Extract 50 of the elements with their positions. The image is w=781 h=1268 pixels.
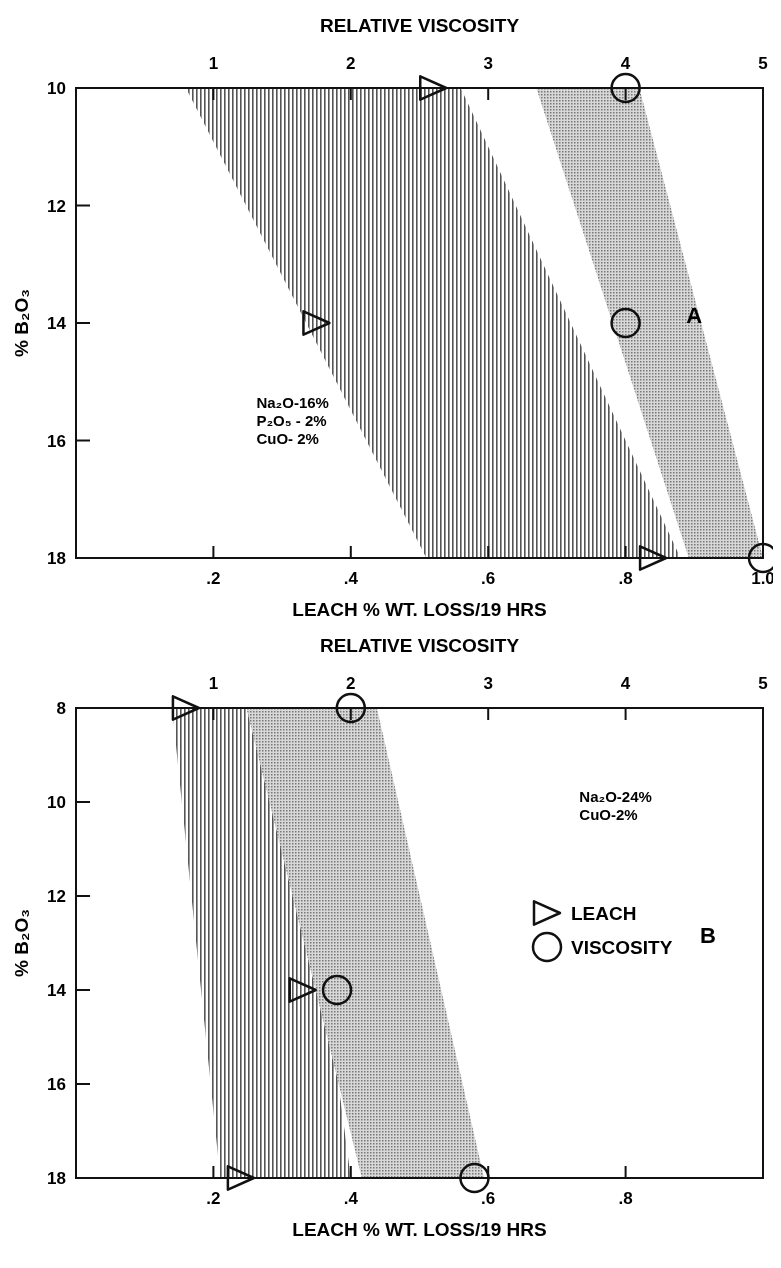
y-tick-label: 8 [56, 699, 66, 718]
point [418, 75, 448, 101]
y-tick-label: 16 [47, 431, 66, 451]
x-tick-label: .4 [343, 569, 359, 588]
y-tick-label: 18 [47, 1169, 66, 1188]
annotation: Na₂O-16% [256, 393, 329, 411]
x2-tick-label: 5 [758, 674, 768, 693]
x-tick-label: .8 [618, 569, 633, 588]
legend-label: LEACH [571, 903, 637, 924]
y-tick-label: 14 [47, 314, 67, 333]
x-axis-title: LEACH % WT. LOSS/19 HRS [292, 1219, 547, 1240]
point [288, 977, 317, 1003]
y-axis-title: % B₂O₃ [11, 289, 32, 357]
x2-tick-label: 4 [620, 674, 631, 693]
y-tick-label: 10 [47, 793, 66, 812]
y-tick-label: 10 [47, 79, 66, 98]
y-tick-label: 14 [47, 981, 67, 1000]
x-tick-label: .6 [481, 1189, 496, 1208]
point [302, 310, 331, 336]
x2-tick-label: 5 [758, 54, 768, 73]
annotation: A [686, 303, 703, 328]
point [226, 1165, 256, 1191]
x-tick-label: .2 [206, 1189, 221, 1208]
x2-tick-label: 2 [346, 674, 356, 693]
y-tick-label: 12 [47, 887, 66, 906]
x-tick-label: .8 [618, 1189, 633, 1208]
y-tick-label: 18 [47, 549, 66, 568]
x2-tick-label: 1 [208, 54, 219, 73]
legend-label: VISCOSITY [571, 937, 673, 958]
x-tick-label: .2 [206, 569, 221, 588]
annotation: Na₂O-24% [579, 788, 652, 805]
annotation: CuO- 2% [256, 429, 319, 447]
annotation: P₂O₅ - 2% [256, 411, 327, 429]
x-tick-label: .6 [481, 569, 496, 588]
x2-tick-label: 3 [483, 54, 493, 73]
x2-tick-label: 2 [346, 54, 356, 73]
y-tick-label: 16 [47, 1075, 66, 1094]
x2-axis-title: RELATIVE VISCOSITY [319, 635, 520, 656]
x2-tick-label: 3 [483, 674, 493, 693]
x2-axis-title: RELATIVE VISCOSITY [319, 15, 520, 36]
y-axis-title: % B₂O₃ [11, 909, 32, 977]
x2-tick-label: 1 [208, 674, 219, 693]
x-tick-label: .4 [343, 1189, 359, 1208]
y-tick-label: 12 [47, 196, 66, 216]
annotation: B [700, 923, 716, 948]
point [638, 545, 668, 571]
annotation: CuO-2% [579, 806, 638, 823]
x2-tick-label: 4 [620, 54, 631, 73]
x-axis-title: LEACH % WT. LOSS/19 HRS [292, 599, 547, 620]
point [171, 695, 201, 721]
